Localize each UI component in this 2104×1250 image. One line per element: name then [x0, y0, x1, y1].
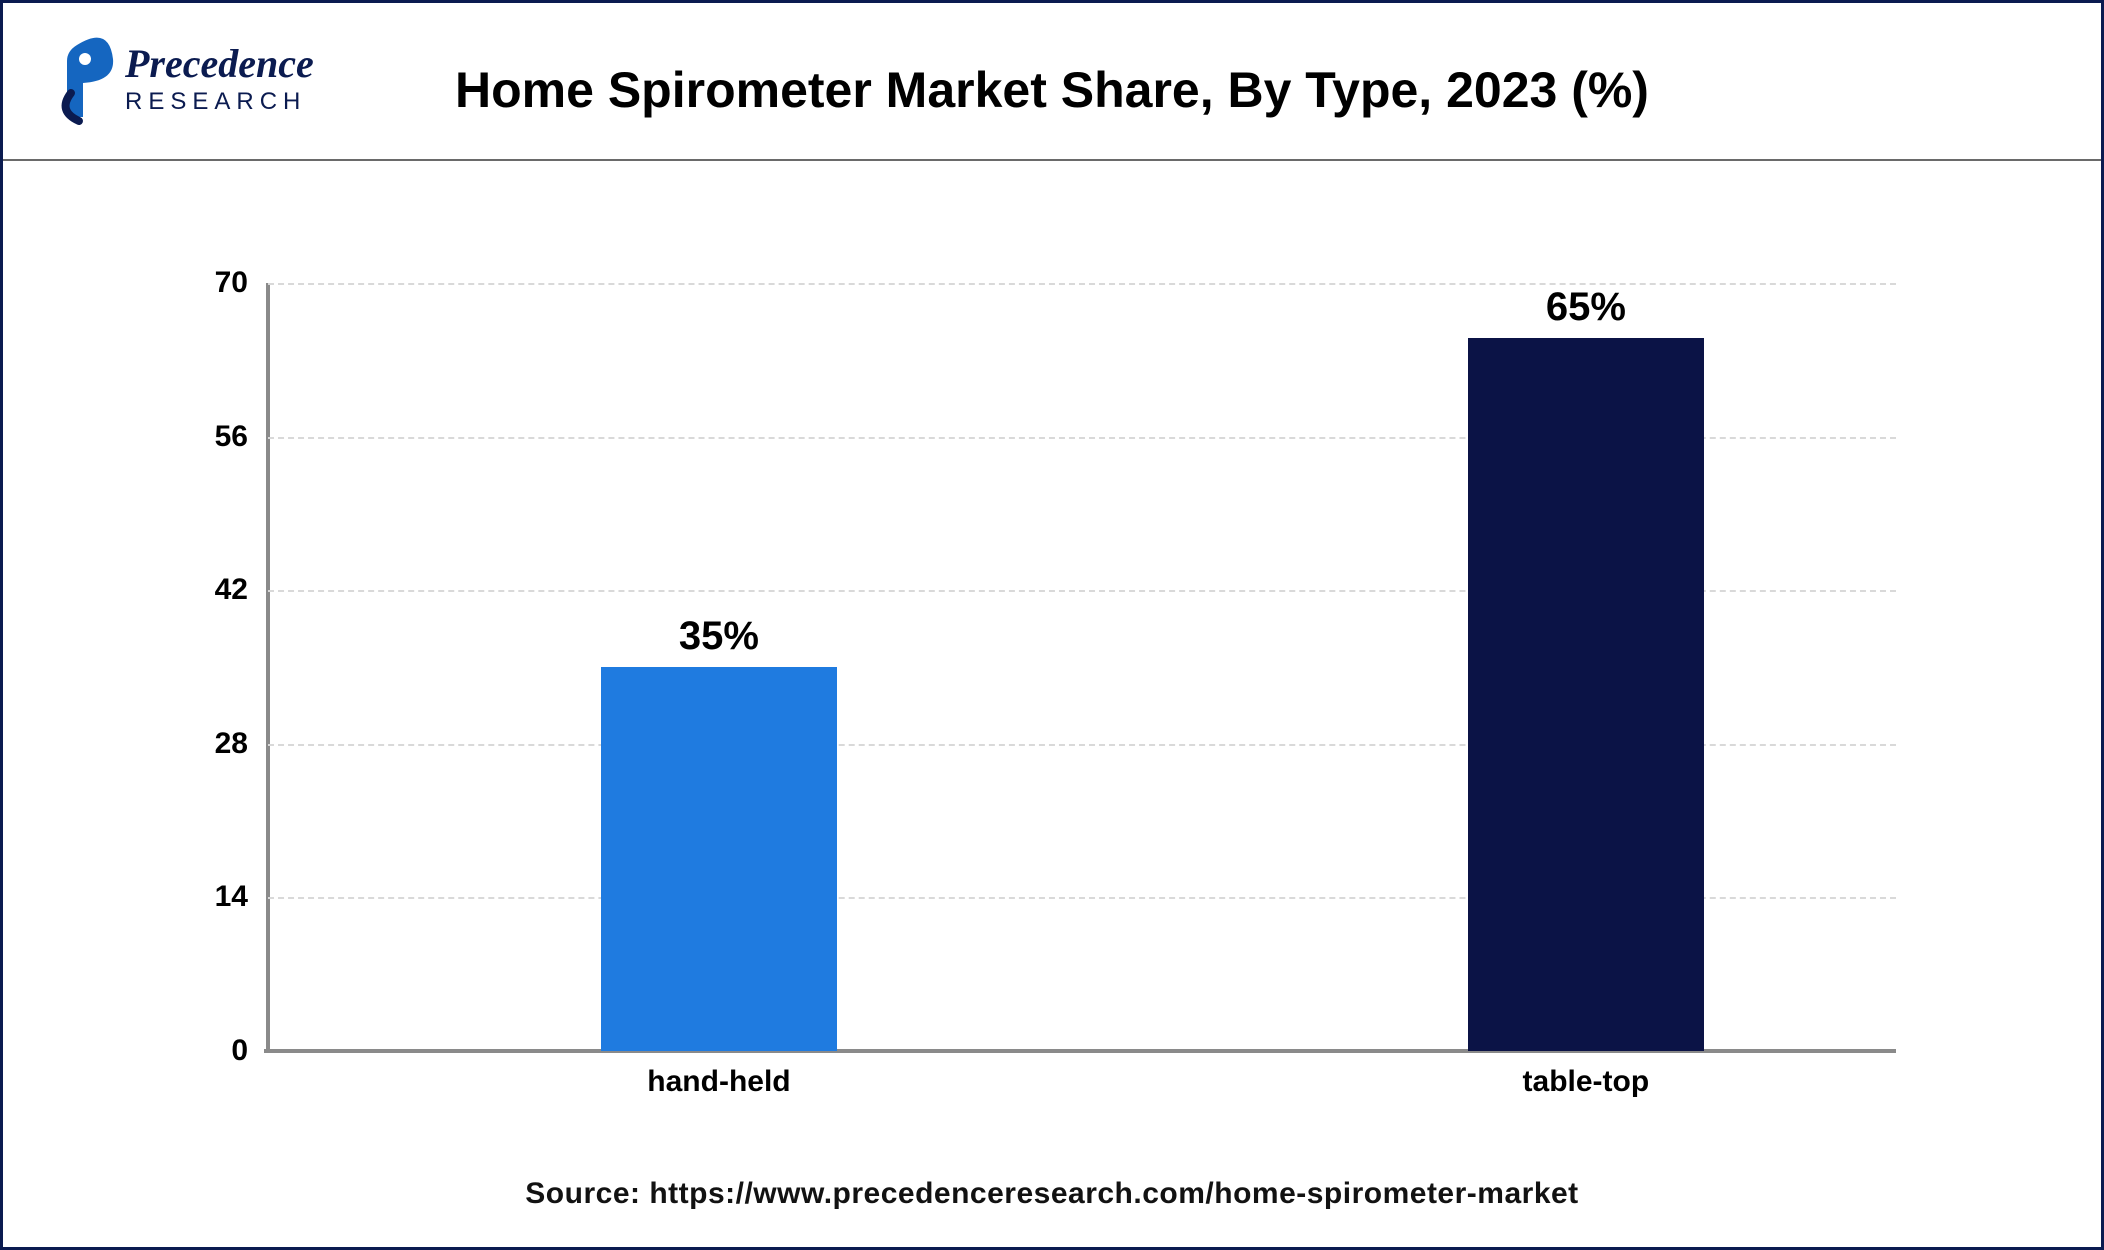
x-category-label: hand-held [647, 1065, 790, 1099]
bar-chart: 0142842567035%hand-held65%table-top [268, 283, 1896, 1051]
bar-value-label: 65% [1546, 285, 1626, 330]
bar [1468, 338, 1704, 1051]
y-axis-line [266, 283, 270, 1051]
chart-title: Home Spirometer Market Share, By Type, 2… [3, 61, 2101, 119]
y-tick-label: 56 [215, 420, 248, 454]
bar-value-label: 35% [679, 614, 759, 659]
x-category-label: table-top [1523, 1065, 1650, 1099]
y-tick-label: 42 [215, 573, 248, 607]
bar [601, 667, 837, 1051]
y-tick-label: 14 [215, 880, 248, 914]
y-tick-label: 0 [231, 1034, 248, 1068]
figure-frame: Precedence RESEARCH Home Spirometer Mark… [0, 0, 2104, 1250]
gridline [268, 283, 1896, 285]
header: Precedence RESEARCH Home Spirometer Mark… [3, 3, 2101, 161]
y-tick-label: 28 [215, 727, 248, 761]
source-caption: Source: https://www.precedenceresearch.c… [3, 1177, 2101, 1211]
y-tick-label: 70 [215, 266, 248, 300]
